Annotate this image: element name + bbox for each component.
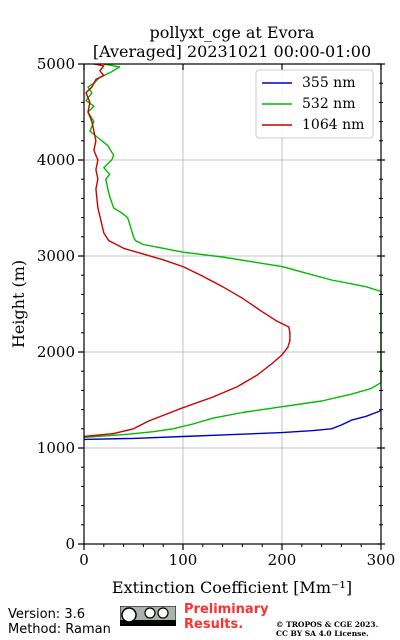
y-tick-label-5000: 5000	[37, 55, 75, 73]
license-line2: CC BY SA 4.0 License.	[276, 629, 369, 638]
grid-lines	[84, 64, 381, 544]
legend: 355 nm 532 nm 1064 nm	[255, 69, 374, 139]
legend-label-532: 532 nm	[302, 96, 355, 112]
series-lines	[83, 63, 382, 441]
chart-title-line1: pollyxt_cge at Evora	[150, 23, 315, 42]
y-tick-label-1000: 1000	[37, 439, 75, 457]
series-line-355-nm	[83, 409, 382, 441]
x-axis-label: Extinction Coefficient [Mm⁻¹]	[112, 578, 352, 597]
license-note: © TROPOS & CGE 2023. CC BY SA 4.0 Licens…	[276, 620, 378, 638]
x-tick-label-0: 0	[79, 551, 89, 569]
x-tick-label-200: 200	[268, 551, 297, 569]
chart-title-line2: [Averaged] 20231021 00:00-01:00	[93, 42, 371, 61]
version-text: Version: 3.6	[8, 607, 85, 622]
y-tick-label-4000: 4000	[37, 151, 75, 169]
cc-license-icon	[120, 606, 176, 626]
x-tick-label-300: 300	[367, 551, 396, 569]
series-line-532-nm	[83, 63, 382, 439]
license-line1: © TROPOS & CGE 2023.	[276, 620, 379, 629]
x-tick-label-100: 100	[169, 551, 198, 569]
preliminary-line2: Results.	[184, 617, 244, 632]
legend-label-1064: 1064 nm	[302, 117, 364, 133]
plot-frame	[83, 63, 382, 545]
series-line-1064-nm	[83, 63, 291, 438]
y-axis-label: Height (m)	[9, 260, 28, 348]
legend-box	[255, 69, 374, 139]
y-tick-label-0: 0	[65, 535, 75, 553]
y-tick-label-3000: 3000	[37, 247, 75, 265]
legend-label-355: 355 nm	[302, 75, 355, 91]
y-tick-label-2000: 2000	[37, 343, 75, 361]
preliminary-note: Preliminary Results.	[184, 602, 269, 632]
preliminary-line1: Preliminary	[184, 602, 269, 617]
method-text: Method: Raman	[8, 622, 111, 637]
